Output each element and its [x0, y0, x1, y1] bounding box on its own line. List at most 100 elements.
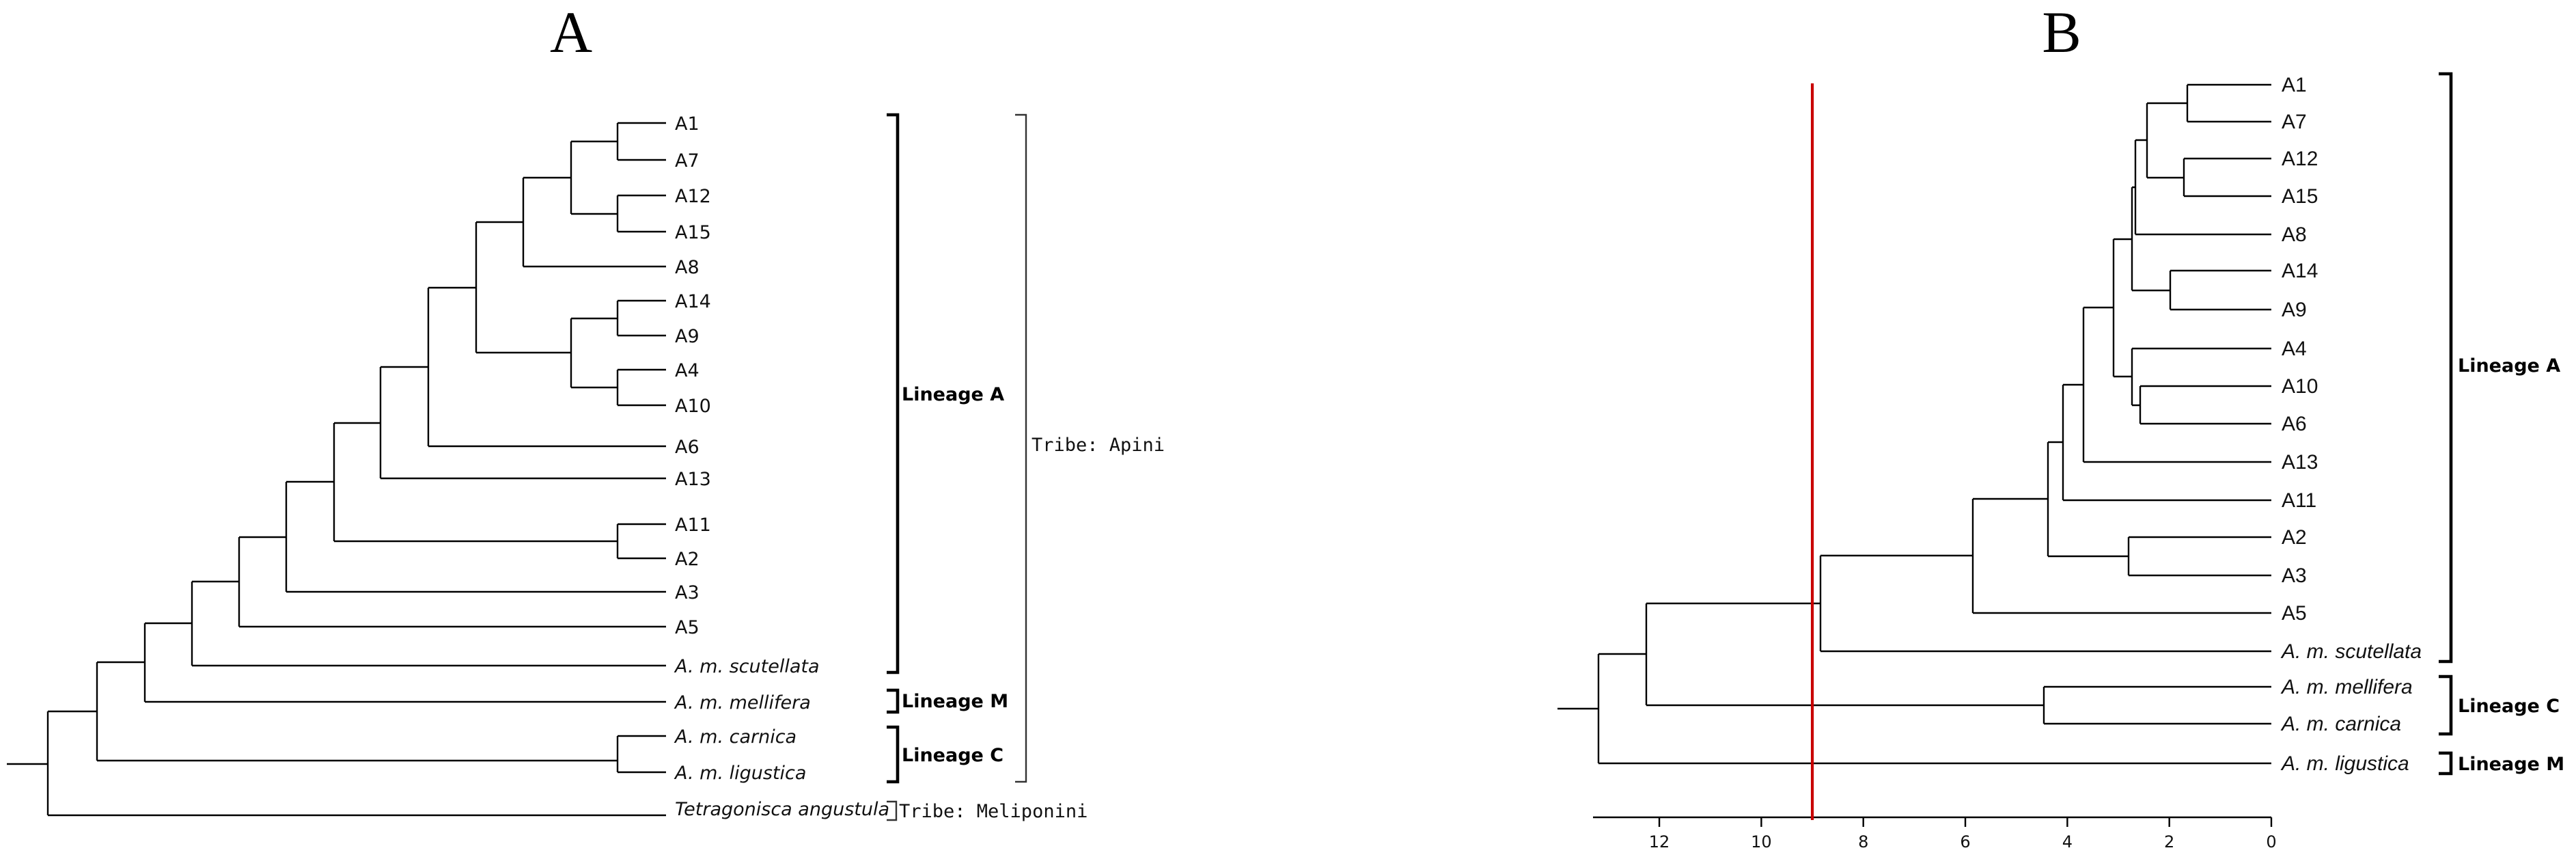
leaf-label: A14 [2282, 260, 2318, 282]
lineage-m-label: Lineage M [902, 691, 1008, 712]
leaf-label: A9 [675, 326, 700, 347]
branch [2131, 347, 2271, 407]
panel-a-title: A [550, 0, 592, 65]
leaf-label: A10 [2282, 375, 2318, 398]
tribe-meliponini-bracket [887, 800, 898, 821]
leaf-label: A11 [675, 515, 711, 536]
leaf-label: A12 [2282, 148, 2318, 170]
branch [522, 176, 666, 268]
x-axis-tick-label: 2 [2164, 832, 2174, 851]
branch [2082, 306, 2271, 463]
panel-b: B [1557, 0, 2564, 851]
leaf-label: A9 [2282, 299, 2307, 321]
branch [427, 286, 666, 448]
panel-a: A [7, 0, 1165, 822]
leaf-label: A. m. mellifera [674, 692, 811, 713]
leaf-label: A8 [675, 257, 700, 278]
leaf-label: A5 [2282, 602, 2307, 625]
tribe-apini-bracket [1015, 113, 1027, 783]
lineage-c-bracket [2439, 674, 2453, 736]
branch [2131, 186, 2170, 292]
leaf-label: A. m. scutellata [2280, 640, 2422, 663]
panel-b-title: B [2042, 0, 2081, 65]
branch [96, 661, 618, 762]
panel-b-leaf-labels: A1 A7 A12 A15 A8 A14 A9 A4 A10 A6 A13 A1… [2280, 74, 2422, 775]
panel-b-tree [1557, 83, 2271, 765]
panel-b-axis: 12 10 8 6 4 2 0 [1593, 816, 2277, 851]
branch [570, 140, 618, 215]
branch [616, 368, 666, 407]
branch [1645, 602, 2044, 707]
branch [2042, 685, 2271, 725]
x-axis-tick-label: 12 [1649, 832, 1670, 851]
leaf-label: A1 [675, 113, 700, 135]
branch [285, 480, 666, 593]
branch [570, 317, 618, 389]
leaf-label: A3 [2282, 564, 2307, 587]
leaf-label: Tetragonisca angustula [675, 799, 889, 820]
branch [616, 299, 666, 337]
leaf-label: A6 [2282, 413, 2307, 435]
leaf-label: A7 [2282, 111, 2307, 133]
branch [616, 735, 666, 774]
leaf-label: A15 [675, 222, 711, 243]
branch [143, 622, 666, 703]
lineage-m-bracket [887, 688, 900, 714]
leaf-label: A2 [2282, 526, 2307, 549]
leaf-label: A. m. carnica [674, 726, 797, 748]
x-axis-tick-label: 0 [2266, 832, 2276, 851]
panel-b-brackets: Lineage A Lineage C Lineage M [2439, 72, 2564, 776]
panel-a-tree [7, 122, 666, 817]
leaf-label: A4 [2282, 338, 2307, 360]
x-axis-tick-label: 6 [1960, 832, 1970, 851]
leaf-label: A4 [675, 360, 700, 381]
lineage-a-bracket [2439, 72, 2453, 664]
branch [2169, 269, 2271, 311]
branch [2139, 385, 2271, 425]
leaf-label: A13 [2282, 451, 2318, 474]
leaf-label: A11 [2282, 489, 2316, 512]
lineage-a-bracket [887, 113, 900, 674]
lineage-c-label: Lineage C [902, 745, 1003, 766]
leaf-label: A. m. scutellata [674, 656, 820, 677]
tribe-apini-label: Tribe: Apini [1031, 435, 1165, 456]
leaf-label: A8 [2282, 223, 2307, 246]
panel-a-leaf-labels: A1 A7 A12 A15 A8 A14 A9 A4 A10 A6 A13 A1… [674, 113, 889, 820]
x-axis-tick-label: 8 [1858, 832, 1868, 851]
x-axis-ticks: 12 10 8 6 4 2 0 [1649, 817, 2277, 851]
branch [616, 122, 666, 161]
branch [2062, 383, 2271, 502]
lineage-c-label: Lineage C [2458, 696, 2560, 717]
leaf-label: A. m. ligustica [2280, 752, 2409, 775]
leaf-label: A1 [2282, 74, 2307, 96]
branch [46, 710, 666, 817]
lineage-a-label: Lineage A [902, 384, 1004, 405]
lineage-m-label: Lineage M [2458, 754, 2564, 775]
branch [1597, 653, 2271, 765]
x-axis-tick-label: 4 [2062, 832, 2073, 851]
branch [333, 422, 618, 543]
x-axis-tick-label: 10 [1751, 832, 1772, 851]
branch [379, 366, 666, 480]
leaf-label: A13 [675, 469, 711, 490]
branch [2127, 536, 2271, 577]
tribe-meliponini-label: Tribe: Meliponini [899, 801, 1088, 822]
lineage-a-label: Lineage A [2458, 355, 2560, 377]
branch [2134, 139, 2271, 236]
branch [191, 580, 666, 667]
branch [238, 536, 666, 628]
branch [2112, 238, 2132, 378]
leaf-label: A. m. carnica [2280, 713, 2401, 735]
branch [2047, 441, 2129, 558]
lineage-c-bracket [887, 725, 900, 784]
leaf-label: A14 [675, 291, 711, 312]
panel-a-brackets: Lineage A Lineage M Lineage C Tribe: Api… [887, 113, 1165, 822]
leaf-label: A3 [675, 582, 700, 603]
lineage-m-bracket [2439, 751, 2453, 776]
leaf-label: A12 [675, 186, 711, 207]
branch [2146, 102, 2187, 179]
leaf-label: A. m. mellifera [2280, 676, 2413, 698]
branch [1819, 554, 2271, 653]
leaf-label: A6 [675, 437, 700, 458]
